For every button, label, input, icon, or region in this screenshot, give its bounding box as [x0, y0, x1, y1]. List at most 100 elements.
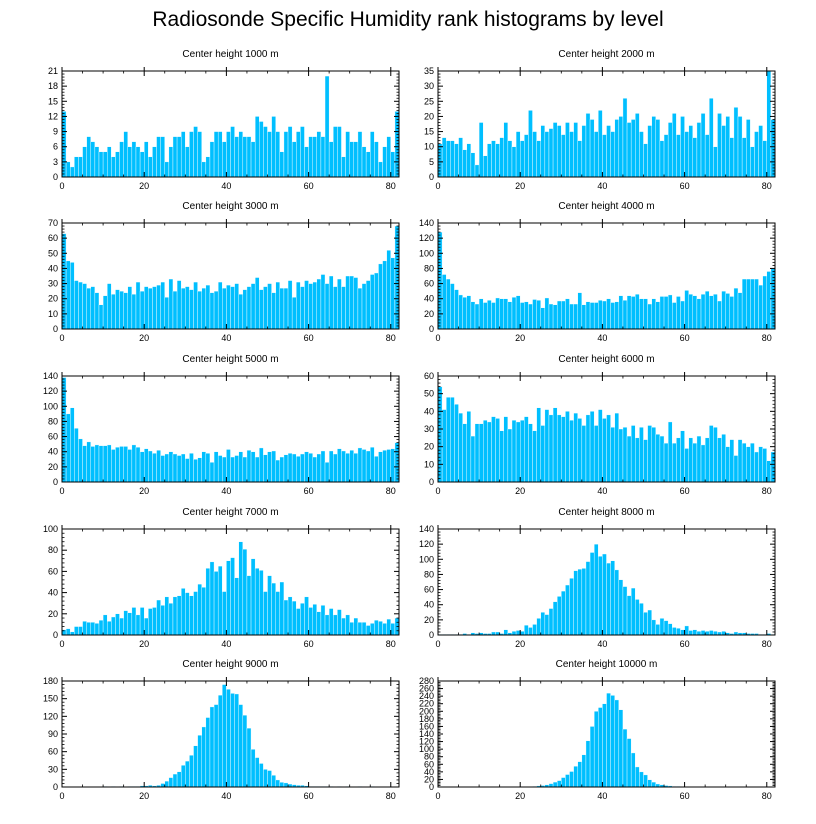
- bar: [275, 779, 281, 788]
- bar: [524, 624, 529, 636]
- y-tick-label: 21: [48, 66, 58, 76]
- x-tick-label: 0: [59, 181, 64, 191]
- bar: [565, 122, 570, 178]
- bar: [663, 442, 669, 483]
- bar: [639, 298, 644, 330]
- x-tick-label: 60: [680, 486, 690, 496]
- bar: [131, 444, 137, 483]
- bar: [688, 437, 694, 483]
- bar: [259, 447, 264, 483]
- y-tick-label: 100: [419, 554, 434, 564]
- bar: [495, 143, 500, 178]
- bar: [378, 263, 383, 330]
- bar: [610, 302, 615, 330]
- bar: [750, 278, 755, 330]
- x-tick-label: 80: [762, 333, 772, 343]
- bar: [357, 287, 363, 330]
- bar: [474, 423, 480, 483]
- bar: [320, 450, 326, 483]
- y-tick-label: 20: [424, 309, 434, 319]
- bar: [160, 136, 165, 178]
- bar: [242, 456, 248, 483]
- bar: [119, 617, 124, 636]
- bar: [565, 298, 570, 330]
- bar: [337, 126, 342, 178]
- bar: [238, 704, 244, 788]
- bar: [639, 603, 644, 636]
- bar: [308, 607, 313, 636]
- bar: [213, 704, 219, 788]
- bar: [721, 434, 726, 483]
- bar: [524, 134, 529, 178]
- bar: [709, 295, 714, 330]
- y-tick-label: 30: [48, 279, 58, 289]
- bar: [754, 131, 759, 178]
- bar: [213, 451, 219, 483]
- bar: [589, 119, 595, 178]
- bar: [544, 297, 550, 330]
- bar: [602, 703, 607, 788]
- bar: [602, 300, 607, 330]
- y-tick-label: 6: [53, 142, 58, 152]
- bar: [483, 155, 488, 178]
- bar: [304, 146, 309, 178]
- bar: [659, 618, 665, 636]
- bar: [254, 456, 260, 483]
- bar: [602, 553, 607, 636]
- bar: [651, 116, 657, 178]
- bar: [770, 451, 776, 483]
- bar: [499, 298, 504, 330]
- bar: [230, 693, 235, 788]
- bar: [390, 448, 396, 483]
- y-tick-label: 10: [424, 459, 434, 469]
- bar: [548, 303, 554, 330]
- bar: [561, 416, 566, 483]
- bar: [78, 281, 83, 330]
- bar: [139, 290, 145, 330]
- bar: [700, 113, 706, 178]
- bar: [495, 297, 500, 330]
- bar: [246, 136, 252, 178]
- bar: [205, 156, 211, 178]
- bar: [242, 714, 248, 788]
- x-tick-label: 40: [597, 486, 607, 496]
- bar: [667, 421, 673, 483]
- y-tick-label: 25: [424, 96, 434, 106]
- bar: [328, 608, 334, 636]
- bar: [156, 599, 161, 636]
- bar: [189, 289, 194, 330]
- bar: [483, 302, 488, 330]
- bar: [540, 307, 546, 330]
- bar: [630, 587, 636, 636]
- bar: [441, 137, 447, 178]
- bar: [102, 295, 108, 330]
- bar: [458, 294, 463, 330]
- bar: [606, 298, 611, 330]
- panel-title: Center height 5000 m: [182, 354, 278, 365]
- y-tick-label: 5: [429, 157, 434, 167]
- bar: [82, 146, 87, 178]
- bar: [246, 727, 252, 788]
- bar: [770, 119, 776, 178]
- bar: [345, 131, 350, 178]
- bar: [709, 630, 714, 636]
- bar: [365, 625, 371, 636]
- bar: [374, 456, 379, 483]
- bar: [713, 293, 718, 330]
- bar: [65, 260, 71, 330]
- bar: [643, 439, 648, 483]
- bar: [234, 693, 239, 788]
- bar: [663, 620, 669, 636]
- bar: [312, 456, 318, 483]
- bar: [569, 131, 574, 178]
- bar: [357, 131, 363, 178]
- bar: [102, 151, 108, 178]
- y-tick-label: 80: [424, 569, 434, 579]
- y-tick-label: 140: [419, 524, 434, 534]
- bar: [197, 583, 202, 636]
- bar: [630, 425, 636, 483]
- bar: [635, 599, 640, 636]
- bar: [361, 449, 367, 483]
- bar: [102, 614, 108, 636]
- y-tick-label: 140: [419, 218, 434, 228]
